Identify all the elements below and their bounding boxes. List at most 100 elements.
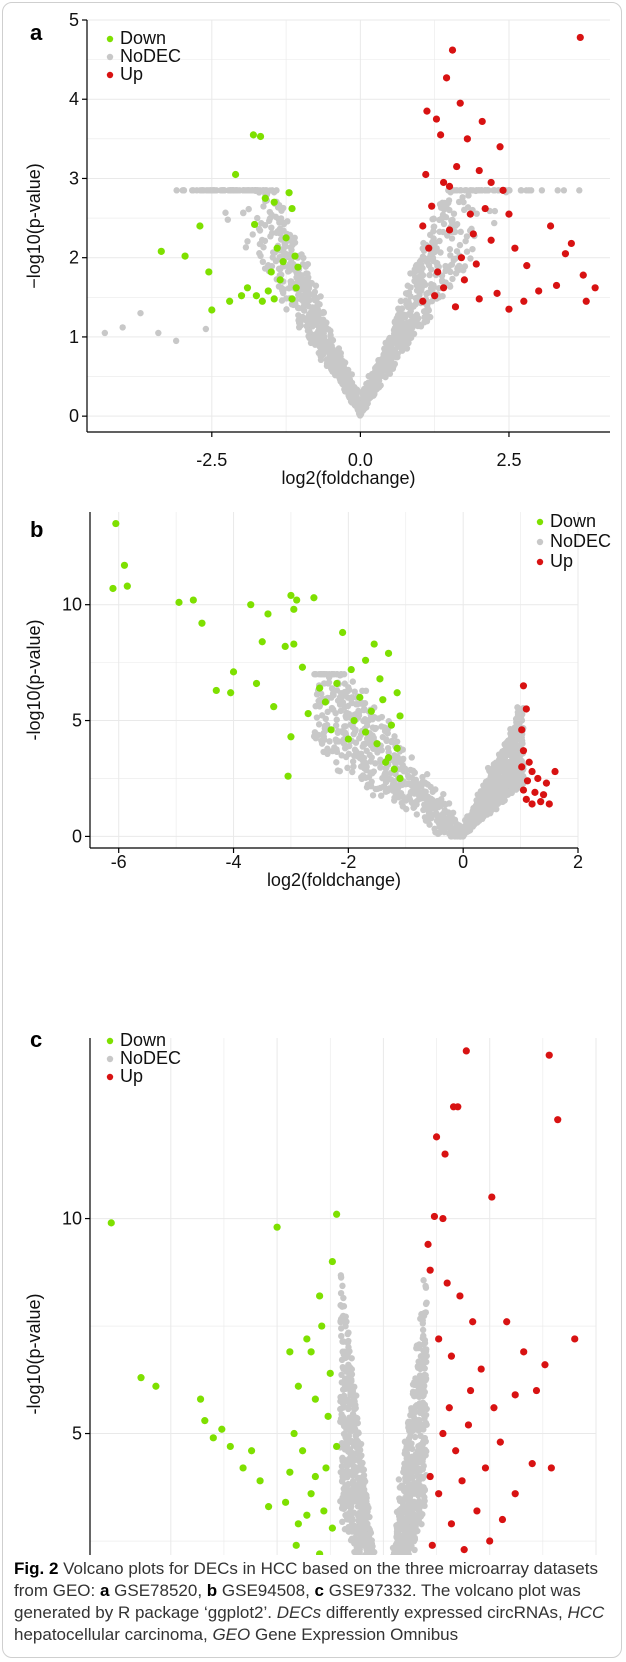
nodec-point bbox=[408, 774, 416, 781]
nodec-point bbox=[343, 1461, 351, 1468]
nodec-point bbox=[296, 279, 303, 287]
nodec-point bbox=[456, 241, 464, 249]
nodec-point bbox=[402, 768, 409, 775]
nodec-point bbox=[344, 1474, 351, 1481]
down-point bbox=[382, 758, 390, 766]
nodec-point bbox=[348, 1503, 355, 1510]
x-axis-label: log2(foldchange) bbox=[267, 870, 401, 890]
nodec-point bbox=[362, 389, 370, 396]
nodec-point bbox=[379, 733, 387, 741]
nodec-point bbox=[352, 1414, 359, 1421]
nodec-point bbox=[352, 1440, 359, 1447]
caption-abbr-hcc: HCC bbox=[567, 1603, 605, 1622]
down-point bbox=[152, 1382, 160, 1390]
nodec-point bbox=[318, 690, 325, 698]
down-point bbox=[270, 295, 278, 303]
down-point bbox=[286, 1348, 294, 1356]
nodec-point bbox=[277, 215, 285, 222]
nodec-point bbox=[455, 262, 463, 270]
nodec-point bbox=[436, 798, 443, 805]
nodec-point bbox=[430, 228, 437, 235]
nodec-point bbox=[499, 789, 507, 797]
nodec-point bbox=[349, 1480, 357, 1487]
up-point bbox=[439, 284, 448, 292]
up-point bbox=[528, 1460, 536, 1468]
up-point bbox=[487, 236, 495, 244]
nodec-point bbox=[338, 1332, 345, 1340]
down-point bbox=[328, 1257, 336, 1266]
nodec-point bbox=[319, 316, 327, 323]
nodec-point bbox=[481, 786, 488, 793]
legend-label-up: Up bbox=[120, 64, 143, 84]
down-point bbox=[288, 295, 296, 303]
nodec-point bbox=[457, 823, 464, 830]
up-point bbox=[437, 131, 445, 139]
nodec-point bbox=[453, 248, 461, 255]
up-point bbox=[525, 758, 533, 766]
nodec-point bbox=[353, 392, 360, 400]
nodec-point bbox=[173, 187, 180, 194]
nodec-point bbox=[339, 1386, 347, 1393]
nodec-point bbox=[285, 263, 292, 270]
down-point bbox=[273, 244, 281, 252]
down-point bbox=[350, 716, 358, 725]
nodec-point bbox=[414, 322, 422, 330]
up-point bbox=[439, 178, 448, 187]
nodec-point bbox=[358, 774, 365, 781]
nodec-point bbox=[408, 303, 416, 311]
nodec-point bbox=[361, 399, 368, 407]
down-point bbox=[282, 234, 290, 242]
nodec-point bbox=[350, 1384, 357, 1391]
down-point bbox=[324, 1412, 332, 1420]
nodec-point bbox=[338, 1463, 346, 1470]
nodec-point bbox=[348, 381, 355, 389]
nodec-point bbox=[345, 1405, 352, 1413]
nodec-point bbox=[257, 252, 264, 260]
nodec-point bbox=[320, 680, 328, 687]
nodec-point bbox=[267, 233, 274, 240]
down-point bbox=[189, 596, 197, 604]
nodec-point bbox=[204, 187, 212, 194]
up-point bbox=[460, 276, 468, 284]
nodec-point bbox=[413, 811, 421, 818]
nodec-point bbox=[357, 700, 364, 707]
down-point bbox=[320, 1507, 328, 1515]
nodec-point bbox=[423, 1448, 430, 1455]
up-point bbox=[542, 779, 551, 787]
nodec-point bbox=[400, 313, 407, 320]
down-point bbox=[292, 284, 300, 292]
nodec-point bbox=[349, 1472, 357, 1479]
nodec-point bbox=[350, 397, 357, 404]
nodec-point bbox=[417, 1467, 424, 1474]
nodec-point bbox=[471, 819, 479, 826]
down-point bbox=[376, 675, 384, 683]
nodec-point bbox=[291, 234, 298, 241]
nodec-point bbox=[427, 266, 435, 273]
nodec-point bbox=[508, 747, 516, 754]
nodec-point bbox=[245, 205, 252, 213]
nodec-point bbox=[349, 758, 357, 765]
down-point bbox=[333, 679, 341, 688]
nodec-point bbox=[314, 306, 321, 313]
nodec-point bbox=[350, 1488, 357, 1495]
nodec-point bbox=[460, 206, 468, 214]
up-point bbox=[462, 1047, 470, 1055]
nodec-point bbox=[391, 324, 399, 332]
up-point bbox=[456, 99, 464, 107]
down-point bbox=[356, 693, 364, 701]
down-point bbox=[390, 765, 398, 773]
nodec-point bbox=[391, 733, 398, 740]
up-point bbox=[439, 1214, 447, 1223]
up-point bbox=[571, 1335, 579, 1343]
nodec-point bbox=[343, 1426, 350, 1434]
nodec-point bbox=[400, 1504, 408, 1511]
nodec-point bbox=[338, 752, 345, 759]
caption-text: GSE78520, bbox=[109, 1581, 207, 1600]
nodec-point bbox=[254, 214, 261, 222]
up-point bbox=[522, 795, 530, 803]
nodec-point bbox=[433, 817, 441, 824]
up-point bbox=[463, 135, 471, 143]
down-point bbox=[290, 640, 298, 648]
up-point bbox=[472, 260, 480, 268]
nodec-point bbox=[242, 244, 250, 251]
